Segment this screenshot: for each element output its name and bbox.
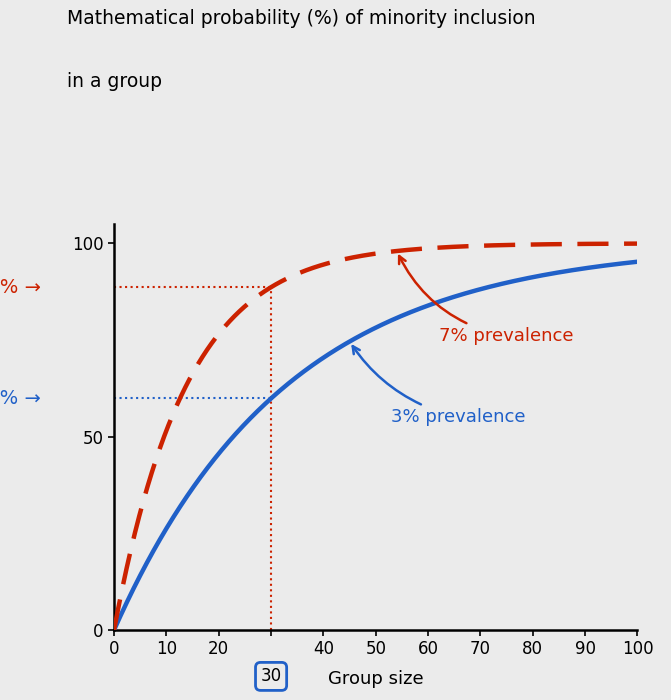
Text: 3% prevalence: 3% prevalence bbox=[353, 346, 526, 426]
Text: Mathematical probability (%) of minority inclusion: Mathematical probability (%) of minority… bbox=[67, 9, 535, 28]
Text: 7% prevalence: 7% prevalence bbox=[399, 256, 573, 345]
Text: 60% →: 60% → bbox=[0, 389, 41, 408]
X-axis label: Group size: Group size bbox=[328, 669, 423, 687]
Text: 30: 30 bbox=[260, 667, 282, 685]
Text: in a group: in a group bbox=[67, 72, 162, 91]
Text: 89% →: 89% → bbox=[0, 278, 41, 297]
